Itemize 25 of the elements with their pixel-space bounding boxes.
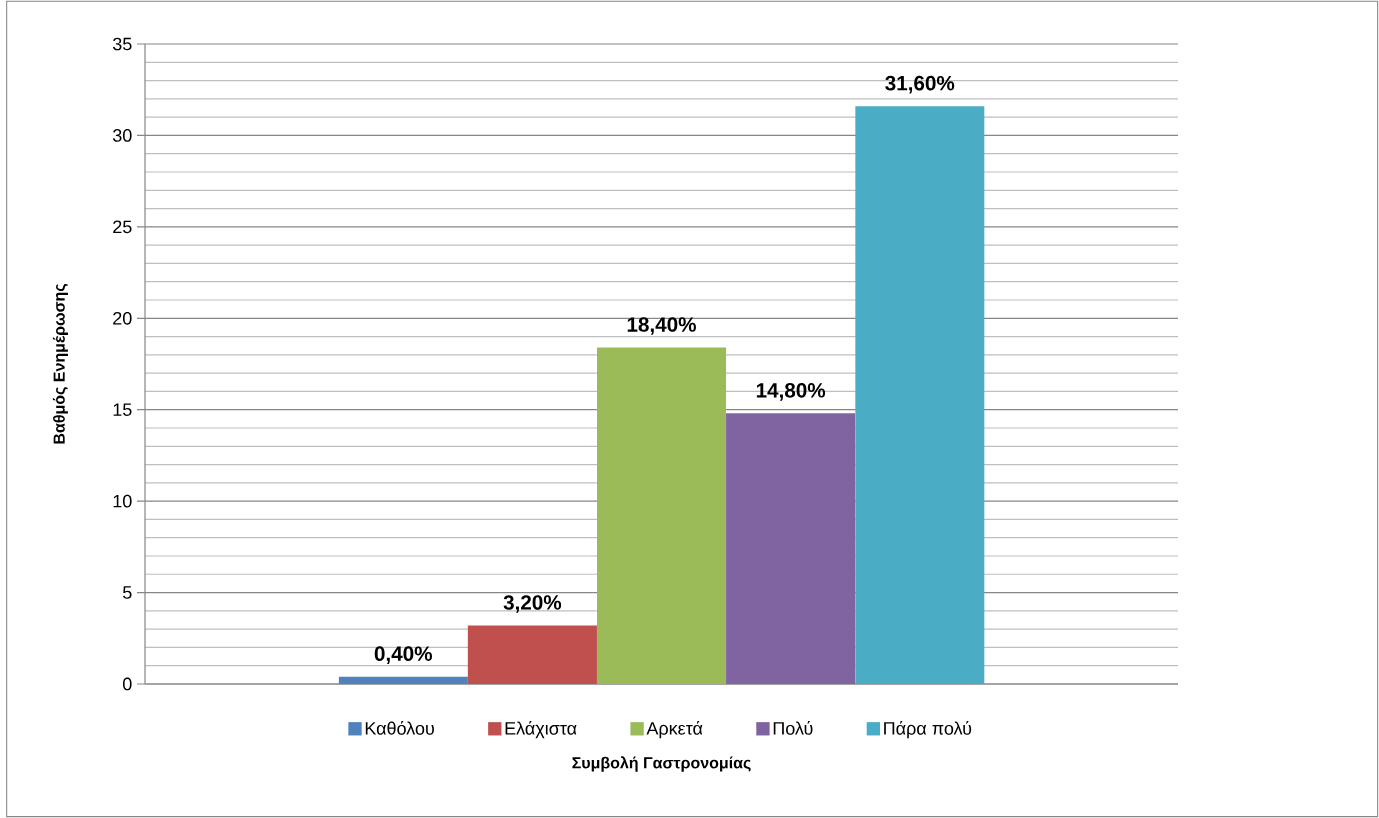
legend-label: Αρκετά (646, 721, 703, 739)
bar (596, 347, 727, 684)
legend-label: Ελάχιστα (505, 721, 577, 739)
y-tick-label: 5 (123, 586, 132, 599)
y-tick-label: 20 (113, 311, 132, 325)
y-tick-label: 15 (113, 403, 132, 416)
x-axis-title: Συμβολή Γαστρονομίας (572, 756, 751, 772)
y-tick-label: 25 (113, 220, 132, 234)
data-label: 0,40% (374, 646, 432, 664)
legend-label: Πολύ (773, 721, 813, 735)
data-label: 3,20% (503, 595, 562, 613)
y-axis-title: Βαθμός Ενημέρωσης (52, 284, 68, 444)
bar (467, 625, 597, 684)
legend-label: Πάρα πολύ (884, 721, 972, 739)
y-tick-label: 10 (113, 494, 132, 508)
legend-label: Καθόλου (365, 721, 434, 735)
bar (855, 106, 985, 684)
data-label: 14,80% (756, 383, 826, 401)
bar (726, 413, 856, 684)
y-tick-label: 35 (112, 37, 132, 51)
data-label: 18,40% (627, 317, 696, 335)
bar (338, 676, 468, 684)
data-label: 31,60% (885, 75, 955, 94)
y-tick-label: 30 (112, 129, 132, 142)
y-tick-label: 0 (123, 677, 132, 691)
